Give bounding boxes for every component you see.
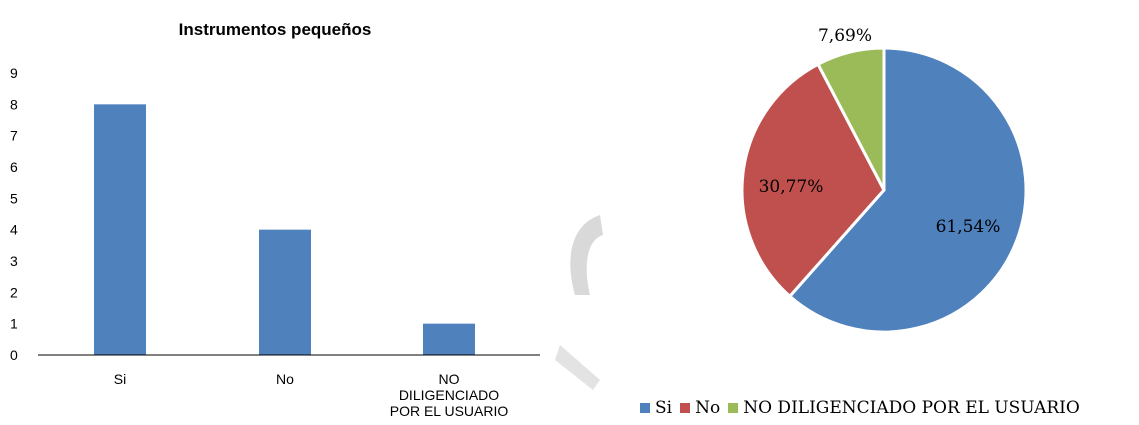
- bar-2: [423, 323, 475, 355]
- pie-slice-1: [740, 62, 886, 299]
- y-tick-label: 8: [10, 96, 18, 112]
- legend-item-no: No: [680, 398, 720, 418]
- legend-item-si: Si: [640, 398, 672, 418]
- pie-slice-0: [787, 46, 1028, 334]
- pie-slice-2: [816, 46, 886, 191]
- bar-1: [259, 229, 311, 355]
- y-tick-label: 3: [10, 253, 18, 269]
- legend-label-si: Si: [655, 398, 673, 418]
- x-category-label: No: [276, 371, 294, 387]
- bar-chart-title: Instrumentos pequeños: [179, 20, 372, 39]
- pie-slice-label: 61,54%: [936, 217, 1001, 237]
- pie-slice-label: 30,77%: [759, 177, 824, 197]
- legend-label-no-diligenciado: NO DILIGENCIADO POR EL USUARIO: [743, 398, 1080, 418]
- legend-swatch-si: [640, 403, 650, 413]
- y-tick-label: 7: [10, 128, 18, 144]
- pie-slice-label: 7,69%: [818, 26, 872, 46]
- x-category-label: Si: [114, 371, 126, 387]
- y-tick-label: 9: [10, 65, 18, 81]
- bar-0: [94, 104, 146, 355]
- legend-swatch-no-diligenciado: [728, 403, 739, 413]
- legend-label-no: No: [695, 398, 721, 418]
- y-tick-label: 4: [10, 222, 18, 238]
- legend-item-no-diligenciado: NO DILIGENCIADO POR EL USUARIO: [728, 398, 1080, 418]
- pie-legend: Si No NO DILIGENCIADO POR EL USUARIO: [640, 398, 1088, 418]
- legend-swatch-no: [680, 403, 691, 413]
- y-tick-label: 2: [10, 284, 18, 300]
- y-tick-label: 6: [10, 159, 18, 175]
- y-tick-label: 1: [10, 316, 18, 332]
- y-tick-label: 0: [10, 347, 18, 363]
- x-category-label: NO DILIGENCIADO POR EL USUARIO: [390, 371, 509, 419]
- y-tick-label: 5: [10, 190, 18, 206]
- watermark-shape: [555, 215, 603, 390]
- bar-chart: Instrumentos pequeños 0 1 2 3 4 5 6 7 8 9 Si No NO D…: [10, 20, 540, 419]
